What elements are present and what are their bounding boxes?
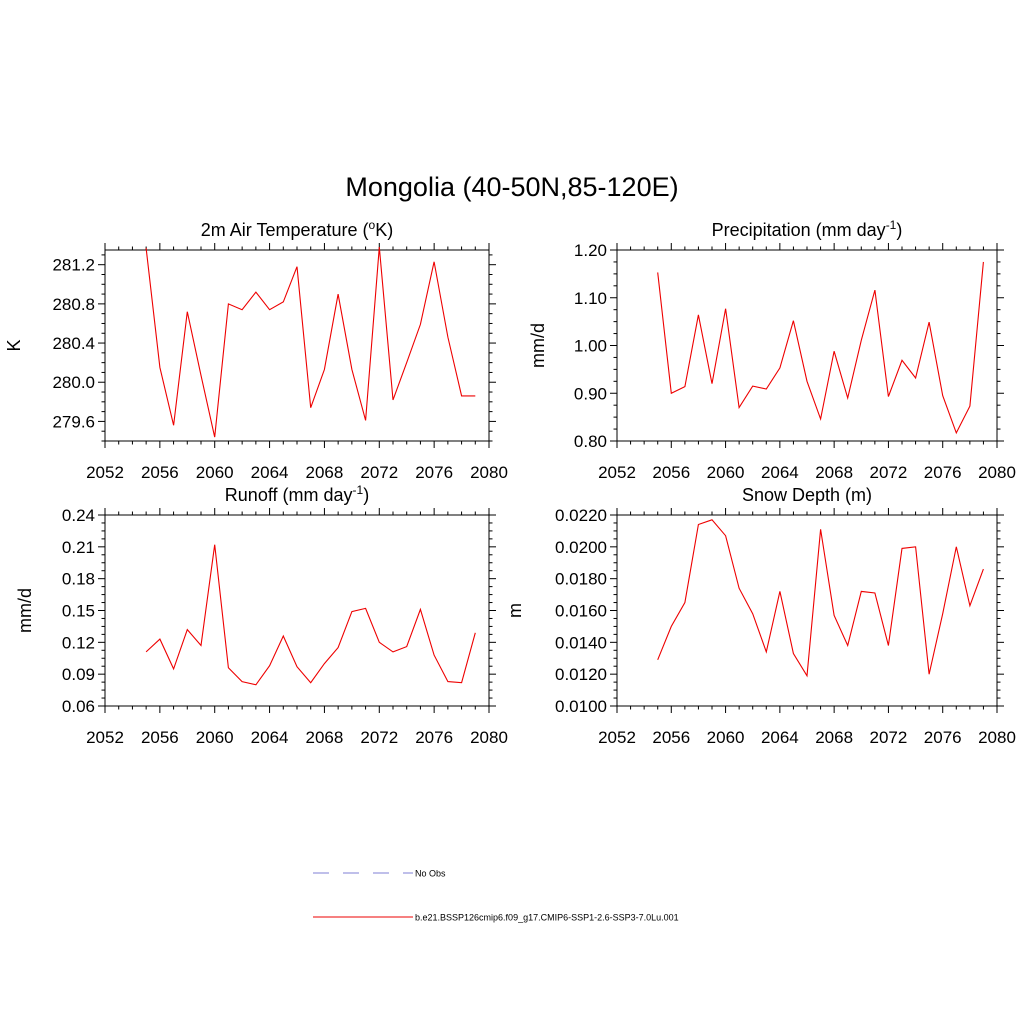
panel-title-text: Precipitation (mm day	[712, 220, 886, 240]
figure-title: Mongolia (40-50N,85-120E)	[345, 172, 678, 202]
x-tick-label: 2060	[196, 463, 234, 482]
x-tick-label: 2080	[470, 728, 508, 747]
series-line	[657, 519, 984, 678]
y-tick-label: 0.0140	[555, 633, 607, 652]
x-tick-label: 2080	[470, 463, 508, 482]
panel-title: 2m Air Temperature (oK)	[201, 218, 393, 240]
y-axis-label: mm/d	[15, 588, 35, 633]
y-axis-label: m	[505, 603, 525, 618]
panels: 2052 2056 2060 2064 2068 2072 2076 2080 279.6 280…	[4, 218, 1016, 747]
y-tick-label: 0.18	[62, 570, 95, 589]
panel-title: Runoff (mm day-1)	[225, 483, 369, 505]
y-tick-label: 0.0160	[555, 602, 607, 621]
y-tick-label: 0.24	[62, 506, 95, 525]
y-tick-label: 1.00	[574, 337, 607, 356]
x-tick-label: 2052	[86, 728, 124, 747]
plot-frame	[616, 514, 998, 707]
y-tick-label: 0.0100	[555, 697, 607, 716]
x-tick-label: 2060	[196, 728, 234, 747]
x-tick-label: 2064	[761, 728, 799, 747]
legend-model-label: b.e21.BSSP126cmip6.f09_g17.CMIP6-SSP1-2.…	[415, 913, 679, 923]
x-tick-label: 2056	[652, 728, 690, 747]
x-tick-label: 2060	[707, 728, 745, 747]
series-line	[657, 261, 984, 435]
x-tick-label: 2068	[815, 728, 853, 747]
x-tick-label: 2052	[86, 463, 124, 482]
x-tick-label: 2068	[815, 463, 853, 482]
panel-title-superscript: -1	[886, 218, 897, 232]
y-tick-label: 280.8	[52, 295, 95, 314]
y-tick-label: 0.06	[62, 697, 95, 716]
panel-title-superscript: o	[369, 218, 376, 232]
plot-frame	[104, 249, 490, 442]
x-tick-label: 2056	[141, 463, 179, 482]
x-tick-label: 2064	[251, 728, 289, 747]
x-tick-label: 2068	[306, 728, 344, 747]
x-tick-label: 2060	[707, 463, 745, 482]
panel-title-suffix: )	[363, 485, 369, 505]
legend: No Obs b.e21.BSSP126cmip6.f09_g17.CMIP6-…	[313, 869, 679, 923]
series-line	[145, 247, 476, 438]
plot-frame	[616, 249, 998, 442]
x-tick-label: 2056	[141, 728, 179, 747]
panel-title-text: Runoff (mm day	[225, 485, 353, 505]
x-tick-label: 2068	[306, 463, 344, 482]
x-tick-label: 2076	[924, 728, 962, 747]
y-axis-label: K	[4, 339, 24, 351]
panel-title-suffix: )	[896, 220, 902, 240]
x-tick-label: 2064	[761, 463, 799, 482]
y-tick-label: 0.0220	[555, 506, 607, 525]
chart-panel-2: 2052 2056 2060 2064 2068 2072 2076 2080 0.80 0.90…	[528, 218, 1016, 482]
chart-panel-4: 2052 2056 2060 2064 2068 2072 2076 2080 0.0100 0.…	[505, 485, 1016, 747]
x-tick-label: 2072	[870, 728, 908, 747]
plot-frame	[104, 514, 490, 707]
x-tick-label: 2076	[924, 463, 962, 482]
panel-title-text: 2m Air Temperature (	[201, 220, 369, 240]
x-tick-label: 2080	[978, 463, 1016, 482]
y-tick-label: 0.80	[574, 432, 607, 451]
y-tick-label: 0.21	[62, 538, 95, 557]
x-tick-label: 2052	[598, 728, 636, 747]
x-tick-label: 2072	[870, 463, 908, 482]
y-tick-label: 279.6	[52, 412, 95, 431]
x-tick-label: 2052	[598, 463, 636, 482]
y-tick-label: 0.12	[62, 633, 95, 652]
x-tick-label: 2056	[652, 463, 690, 482]
chart-panel-1: 2052 2056 2060 2064 2068 2072 2076 2080 279.6 280…	[4, 218, 508, 482]
panel-title-suffix: K)	[375, 220, 393, 240]
y-tick-label: 0.0120	[555, 665, 607, 684]
panel-title-text: Snow Depth (m)	[742, 485, 872, 505]
y-tick-label: 0.09	[62, 665, 95, 684]
x-tick-label: 2064	[251, 463, 289, 482]
y-tick-label: 0.0200	[555, 538, 607, 557]
x-tick-label: 2072	[360, 463, 398, 482]
y-tick-label: 1.10	[574, 289, 607, 308]
y-tick-label: 1.20	[574, 241, 607, 260]
x-tick-label: 2076	[415, 463, 453, 482]
x-tick-label: 2080	[978, 728, 1016, 747]
x-tick-label: 2076	[415, 728, 453, 747]
panel-title: Precipitation (mm day-1)	[712, 218, 903, 240]
y-tick-label: 0.0180	[555, 570, 607, 589]
panel-title: Snow Depth (m)	[742, 485, 872, 505]
legend-no-obs-label: No Obs	[415, 869, 446, 879]
y-tick-label: 280.4	[52, 334, 95, 353]
y-axis-label: mm/d	[528, 323, 548, 368]
y-tick-label: 0.15	[62, 602, 95, 621]
y-tick-label: 0.90	[574, 384, 607, 403]
chart-panel-3: 2052 2056 2060 2064 2068 2072 2076 2080 0.06 0.09…	[15, 483, 508, 747]
y-tick-label: 281.2	[52, 256, 95, 275]
panel-title-superscript: -1	[353, 483, 364, 497]
series-line	[145, 544, 476, 686]
x-tick-label: 2072	[360, 728, 398, 747]
y-tick-label: 280.0	[52, 373, 95, 392]
